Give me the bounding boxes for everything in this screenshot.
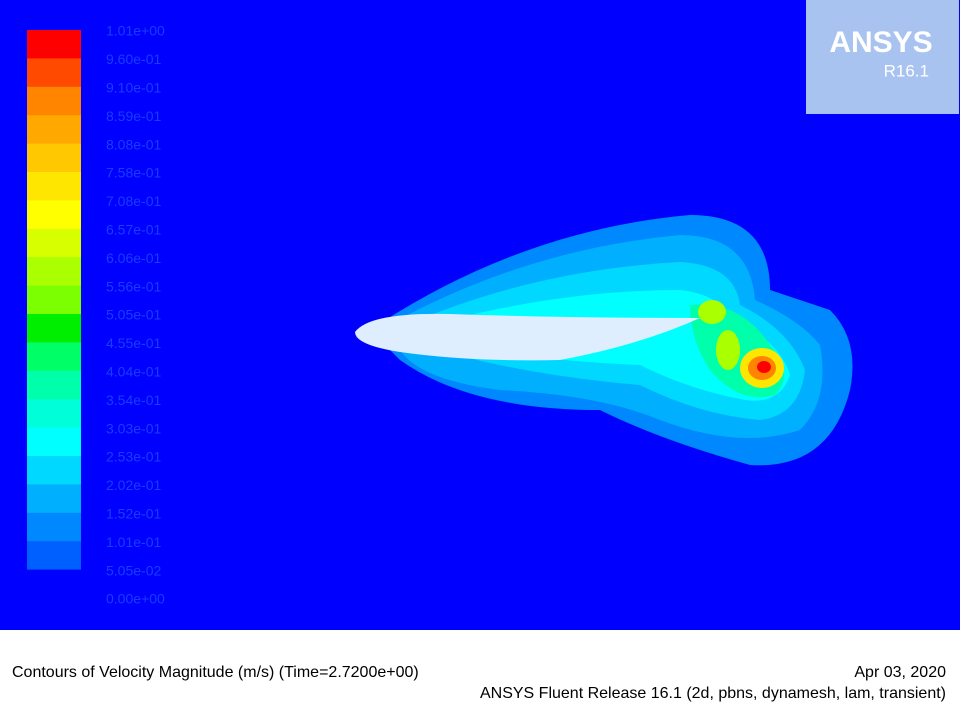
colorbar-label: 3.54e-01 xyxy=(106,392,161,408)
colorbar-band xyxy=(27,257,81,287)
colorbar-label: 8.59e-01 xyxy=(106,108,161,124)
logo-box xyxy=(806,0,959,114)
colorbar-label: 9.10e-01 xyxy=(106,80,161,96)
colorbar-label: 7.58e-01 xyxy=(106,165,161,181)
colorbar-label: 2.02e-01 xyxy=(106,477,161,493)
colorbar-band xyxy=(27,370,81,400)
colorbar-label: 0.00e+00 xyxy=(106,591,165,607)
colorbar-label: 1.01e-01 xyxy=(106,534,161,550)
colorbar-label: 2.53e-01 xyxy=(106,449,161,465)
colorbar-label: 8.08e-01 xyxy=(106,136,161,152)
colorbar-label: 1.01e+00 xyxy=(106,23,165,39)
contour-band xyxy=(757,361,771,373)
logo-name: ANSYS xyxy=(829,26,932,59)
colorbar-label: 6.06e-01 xyxy=(106,250,161,266)
colorbar-band xyxy=(27,484,81,514)
colorbar-band xyxy=(27,200,81,230)
colorbar-label: 7.08e-01 xyxy=(106,193,161,209)
colorbar-label: 5.05e-02 xyxy=(106,562,161,578)
colorbar-band xyxy=(27,342,81,372)
colorbar-label: 1.52e-01 xyxy=(106,506,161,522)
colorbar-label: 3.03e-01 xyxy=(106,420,161,436)
software: ANSYS Fluent Release 16.1 (2d, pbns, dyn… xyxy=(480,685,946,702)
colorbar-band xyxy=(27,143,81,173)
colorbar-band xyxy=(27,427,81,457)
contour-band xyxy=(716,330,740,370)
colorbar-band xyxy=(27,314,81,343)
colorbar-band xyxy=(27,86,81,116)
colorbar-band xyxy=(27,228,81,258)
contour-band xyxy=(698,300,726,324)
colorbar-label: 4.04e-01 xyxy=(106,364,161,380)
date: Apr 03, 2020 xyxy=(854,664,946,681)
colorbar-band xyxy=(27,115,81,145)
colorbar-band xyxy=(27,172,81,201)
colorbar-label: 5.05e-01 xyxy=(106,307,161,323)
caption: Contours of Velocity Magnitude (m/s) (Ti… xyxy=(12,664,419,681)
colorbar-band xyxy=(27,399,81,429)
colorbar-label: 5.56e-01 xyxy=(106,278,161,294)
colorbar-band xyxy=(27,285,81,315)
logo-release: R16.1 xyxy=(884,61,929,80)
airfoil xyxy=(355,313,700,361)
velocity-field xyxy=(355,215,853,466)
colorbar: 1.01e+00 9.60e-01 9.10e-01 8.59e-01 8.08e-01… xyxy=(27,23,165,607)
colorbar-band xyxy=(27,541,81,571)
colorbar-band xyxy=(27,512,81,542)
colorbar-label: 4.55e-01 xyxy=(106,335,161,351)
colorbar-band xyxy=(27,30,81,59)
colorbar-band xyxy=(27,456,81,485)
footer xyxy=(0,630,960,720)
colorbar-label: 6.57e-01 xyxy=(106,222,161,238)
colorbar-band xyxy=(27,58,81,88)
colorbar-label: 9.60e-01 xyxy=(106,51,161,67)
colorbar-band xyxy=(27,569,81,599)
